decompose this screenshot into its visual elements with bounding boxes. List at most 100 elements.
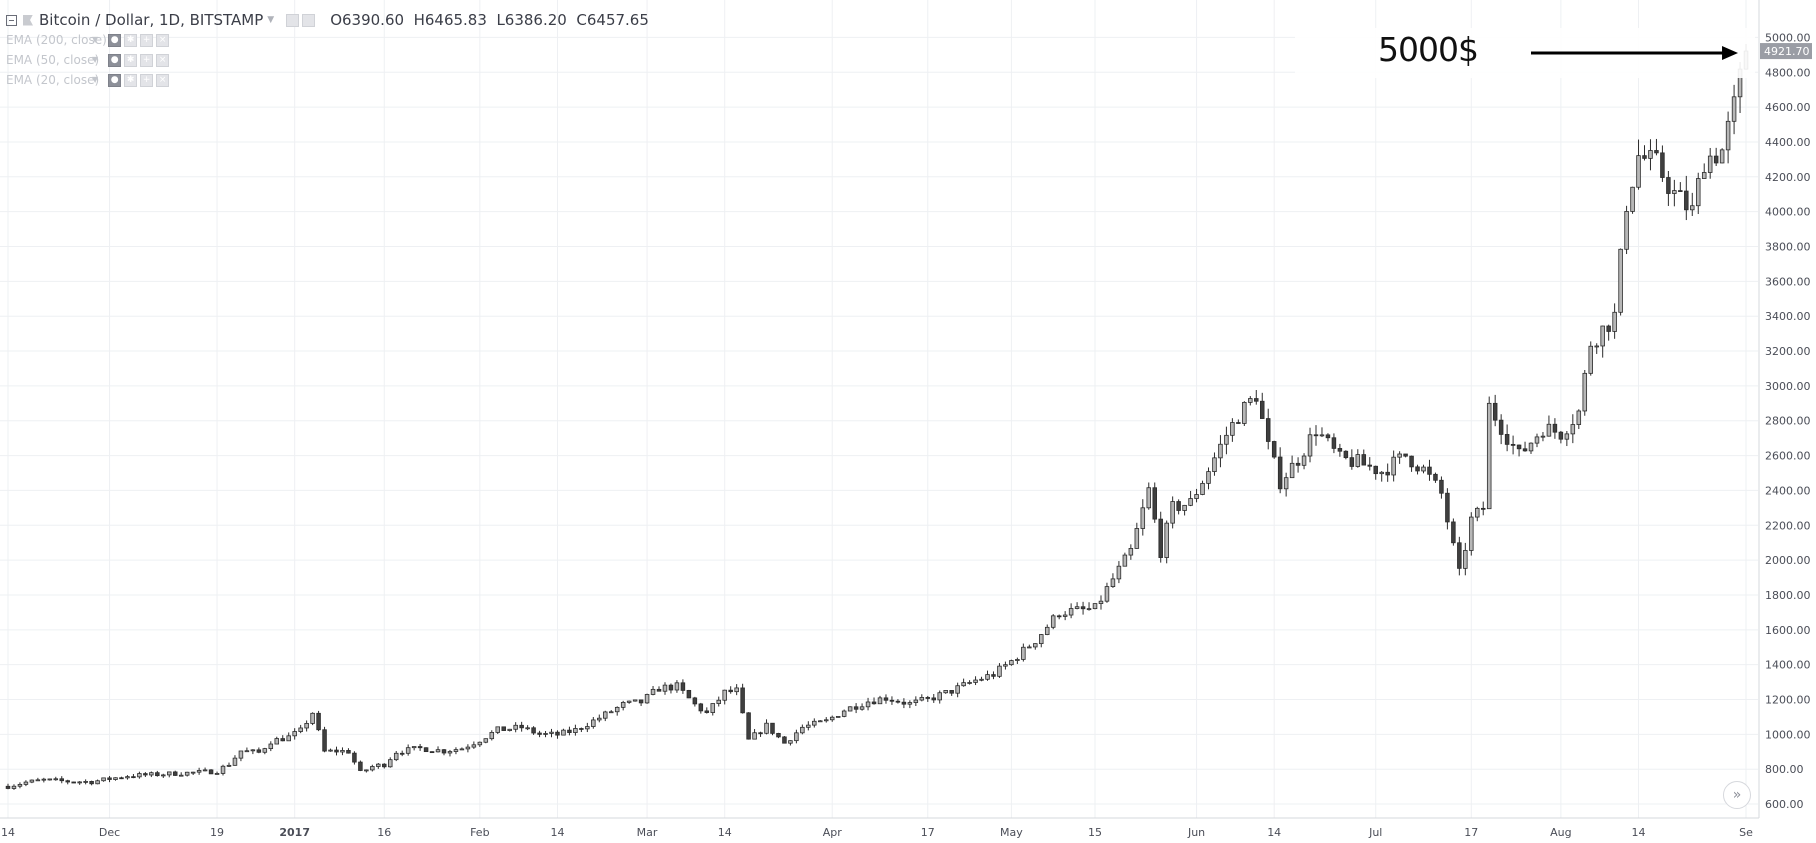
arrow-head [1722,46,1739,60]
candle-up [525,727,530,730]
eye-icon[interactable]: ● [108,53,122,67]
gear-icon[interactable]: ✱ [124,33,138,47]
candle-down [1337,448,1343,452]
gear-icon[interactable]: ✱ [124,73,138,87]
chevron-down-icon[interactable]: ▼ [92,55,99,64]
candle-down [65,780,70,783]
symbol-title[interactable]: Bitcoin / Dollar, 1D, BITSTAMP [39,11,264,29]
price-tick-label: 3000.00 [1765,380,1811,393]
candle-down [334,749,339,753]
indicator-row-ema-20[interactable]: EMA (20, close) ▼ ● ✱ + × [6,70,649,90]
candle-up [632,699,638,702]
candle-down [1152,487,1157,520]
candle-up [405,747,411,754]
candle-down [746,712,751,740]
candle-down [895,700,901,703]
candle-down [1642,155,1647,159]
open-label: O [330,11,342,29]
gear-icon[interactable]: ✱ [124,53,138,67]
candle-up [1624,211,1629,250]
candle-down [1660,152,1665,178]
candle-down [1684,190,1689,211]
candle-up [1092,603,1098,610]
chevron-down-icon[interactable]: ▼ [92,35,99,44]
candle-up [806,724,811,728]
candle-up [1146,487,1152,509]
candle-up [1200,482,1205,495]
candle-up [513,724,518,730]
candle-up [250,749,256,752]
indicator-label[interactable]: EMA (200, close) [6,33,107,47]
candle-down [155,772,160,777]
candle-down [1498,419,1504,435]
candle-up [1588,345,1593,374]
time-tick-label: 14 [550,826,564,839]
candle-down [280,738,285,742]
candle-down [352,752,357,763]
candle-up [573,728,578,733]
double-chevron-right-icon[interactable]: » [1723,781,1751,809]
chevron-down-icon[interactable]: ▼ [92,75,99,84]
candle-up [262,748,268,753]
price-tick-label: 3600.00 [1765,275,1811,288]
candle-up [1009,660,1014,666]
time-tick-label: Feb [470,826,489,839]
candle-up [453,749,459,752]
candle-up [1636,155,1641,188]
candle-up [178,774,184,777]
candle-up [1015,659,1020,661]
plus-icon[interactable]: + [140,53,154,67]
candle-up [298,727,303,732]
candle-down [1056,615,1062,618]
candle-up [662,684,668,692]
indicator-row-ema-200[interactable]: EMA (200, close) ▼ ● ✱ + × [6,30,649,50]
candle-down [1654,150,1659,154]
price-axis[interactable]: 600.00 800.00 1000.00 1200.00 1400.00 1600.00… [1765,31,1811,811]
candle-up [877,697,883,705]
candle-up [812,720,817,726]
eye-icon[interactable] [286,13,300,27]
indicator-label[interactable]: EMA (20, close) [6,73,100,87]
close-icon[interactable]: × [156,33,170,47]
plus-icon[interactable]: + [140,73,154,87]
candle-down [1516,444,1522,450]
plus-icon[interactable]: + [140,33,154,47]
candle-down [991,674,996,677]
candle-up [1283,477,1289,490]
candle-up [591,719,596,727]
flag-icon[interactable] [23,14,33,26]
candle-up [1528,442,1534,452]
close-icon[interactable]: × [156,53,170,67]
candle-up [17,783,23,787]
candle-up [1039,634,1044,645]
candle-up [1086,608,1092,611]
time-axis[interactable]: 14 Dec 19 2017 16 Feb 14 Mar 14 Apr 17 May 15 Jun 14 Ju… [1,826,1753,839]
chevron-down-icon[interactable]: ▼ [267,15,275,25]
gear-icon[interactable] [302,13,316,27]
indicator-label[interactable]: EMA (50, close) [6,53,100,67]
candle-up [1301,455,1307,466]
time-tick-label: Dec [99,826,120,839]
candle-down [346,750,351,754]
candle-up [29,779,35,783]
candle-up [304,723,309,729]
candle-down [728,689,733,693]
close-icon[interactable]: × [156,73,170,87]
minus-box-icon[interactable] [6,14,17,26]
price-tick-label: 1800.00 [1765,589,1811,602]
ohlc-values: O6390.60 H6465.83 L6386.20 C6457.65 [330,10,649,30]
candle-up [1140,507,1146,529]
candle-down [740,687,745,714]
eye-icon[interactable]: ● [108,73,122,87]
candle-down [1439,479,1444,494]
eye-icon[interactable]: ● [108,33,122,47]
price-tick-label: 1400.00 [1765,659,1811,672]
indicator-row-ema-50[interactable]: EMA (50, close) ▼ ● ✱ + × [6,50,649,70]
candle-down [172,771,178,776]
low-value: 6386.20 [504,11,567,29]
candle-down [208,769,214,775]
candle-down [417,746,423,749]
